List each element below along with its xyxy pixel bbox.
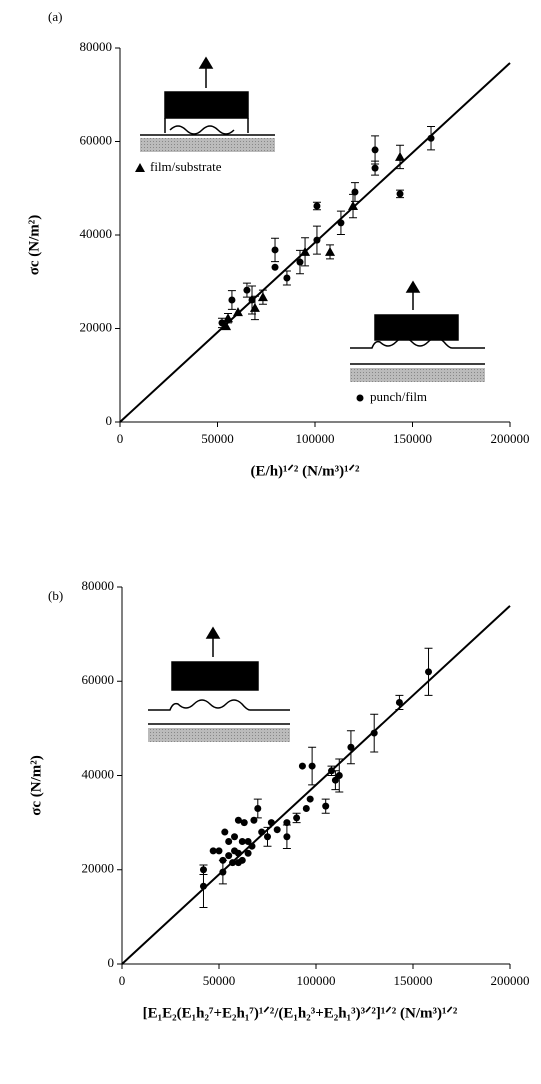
circle-marker [244, 849, 252, 857]
y-tick-label: 0 [106, 413, 113, 428]
circle-marker [371, 146, 379, 154]
circle-marker [306, 795, 314, 803]
circle-marker [248, 296, 256, 304]
circle-marker [283, 274, 291, 282]
circle-marker [248, 842, 256, 850]
y-tick-label: 40000 [80, 226, 113, 241]
x-axis-label: (E/h)¹ᐟ² (N/m³)¹ᐟ² [251, 463, 360, 479]
circle-marker [273, 826, 281, 834]
circle-marker [313, 202, 321, 210]
circle-marker [271, 246, 279, 254]
triangle-marker [232, 307, 243, 317]
circle-marker [238, 856, 246, 864]
circle-marker [225, 852, 233, 860]
circle-marker [228, 296, 236, 304]
y-tick-label: 0 [108, 955, 115, 970]
circle-marker [209, 847, 217, 855]
circle-marker [234, 849, 242, 857]
x-tick-label: 100000 [297, 973, 336, 988]
circle-marker [427, 134, 435, 142]
inset-bilayer [148, 626, 290, 742]
x-tick-label: 100000 [296, 431, 335, 446]
triangle-marker [348, 201, 359, 211]
x-tick-label: 150000 [394, 973, 433, 988]
triangle-marker [257, 292, 268, 302]
circle-marker [238, 837, 246, 845]
inset-film-substrate [140, 56, 275, 152]
circle-marker [371, 164, 379, 172]
circle-marker [313, 236, 321, 244]
circle-marker [264, 833, 271, 841]
inset-punch-film [350, 280, 485, 382]
y-tick-label: 80000 [80, 39, 113, 54]
circle-marker [298, 762, 306, 770]
circle-marker [221, 828, 229, 836]
circle-marker [356, 394, 364, 402]
y-tick-label: 60000 [80, 132, 113, 147]
y-axis-label: σc (N/m²) [28, 755, 44, 816]
circle-marker [219, 856, 227, 864]
x-tick-label: 0 [119, 973, 126, 988]
circle-marker [347, 743, 355, 751]
x-tick-label: 50000 [201, 431, 234, 446]
circle-marker [395, 698, 403, 706]
panel-label: (a) [48, 9, 62, 24]
circle-marker [244, 837, 252, 845]
circle-marker [302, 804, 310, 812]
triangle-marker [135, 163, 145, 172]
circle-marker [215, 847, 223, 855]
circle-marker [258, 828, 266, 836]
circle-marker [218, 319, 226, 327]
triangle-marker [395, 151, 406, 161]
y-tick-label: 60000 [82, 672, 115, 687]
circle-marker [225, 837, 233, 845]
circle-marker [240, 819, 248, 827]
circle-marker [243, 286, 251, 294]
y-axis-label: σc (N/m²) [26, 215, 42, 276]
circle-marker [271, 263, 279, 271]
circle-marker [267, 819, 275, 827]
circle-marker [219, 868, 227, 876]
triangle-marker [249, 302, 260, 312]
y-tick-label: 20000 [80, 319, 113, 334]
x-tick-label: 50000 [203, 973, 236, 988]
triangle-marker [223, 313, 234, 323]
triangle-marker [325, 246, 336, 256]
circle-marker [283, 819, 291, 827]
circle-marker [231, 833, 239, 841]
circle-marker [396, 190, 404, 198]
y-tick-label: 40000 [82, 766, 115, 781]
circle-marker [351, 188, 359, 196]
circle-marker [335, 772, 343, 779]
circle-marker [425, 668, 433, 676]
circle-marker [293, 814, 301, 822]
circle-marker [199, 866, 207, 874]
circle-marker [229, 859, 237, 867]
panel-label: (b) [48, 588, 63, 603]
x-tick-label: 150000 [393, 431, 432, 446]
legend-label: film/substrate [150, 159, 222, 174]
circle-marker [234, 816, 242, 824]
circle-marker [199, 882, 207, 890]
x-tick-label: 0 [117, 431, 124, 446]
circle-marker [250, 816, 258, 824]
circle-marker [322, 802, 330, 810]
circle-marker [296, 258, 304, 266]
circle-marker [308, 762, 316, 770]
y-tick-label: 20000 [82, 861, 115, 876]
x-tick-label: 200000 [491, 973, 530, 988]
x-tick-label: 200000 [491, 431, 530, 446]
circle-marker [283, 833, 291, 841]
circle-marker [337, 219, 345, 227]
circle-marker [370, 729, 378, 737]
triangle-marker [300, 246, 311, 256]
circle-marker [331, 776, 339, 784]
y-tick-label: 80000 [82, 578, 115, 593]
legend-label: punch/film [370, 389, 427, 404]
circle-marker [254, 804, 262, 812]
x-axis-label: [E₁E₂(E₁h₂⁷+E₂h₁⁷)¹ᐟ²/(E₁h₂³+E₂h₁³)³ᐟ²]¹… [143, 1005, 458, 1021]
